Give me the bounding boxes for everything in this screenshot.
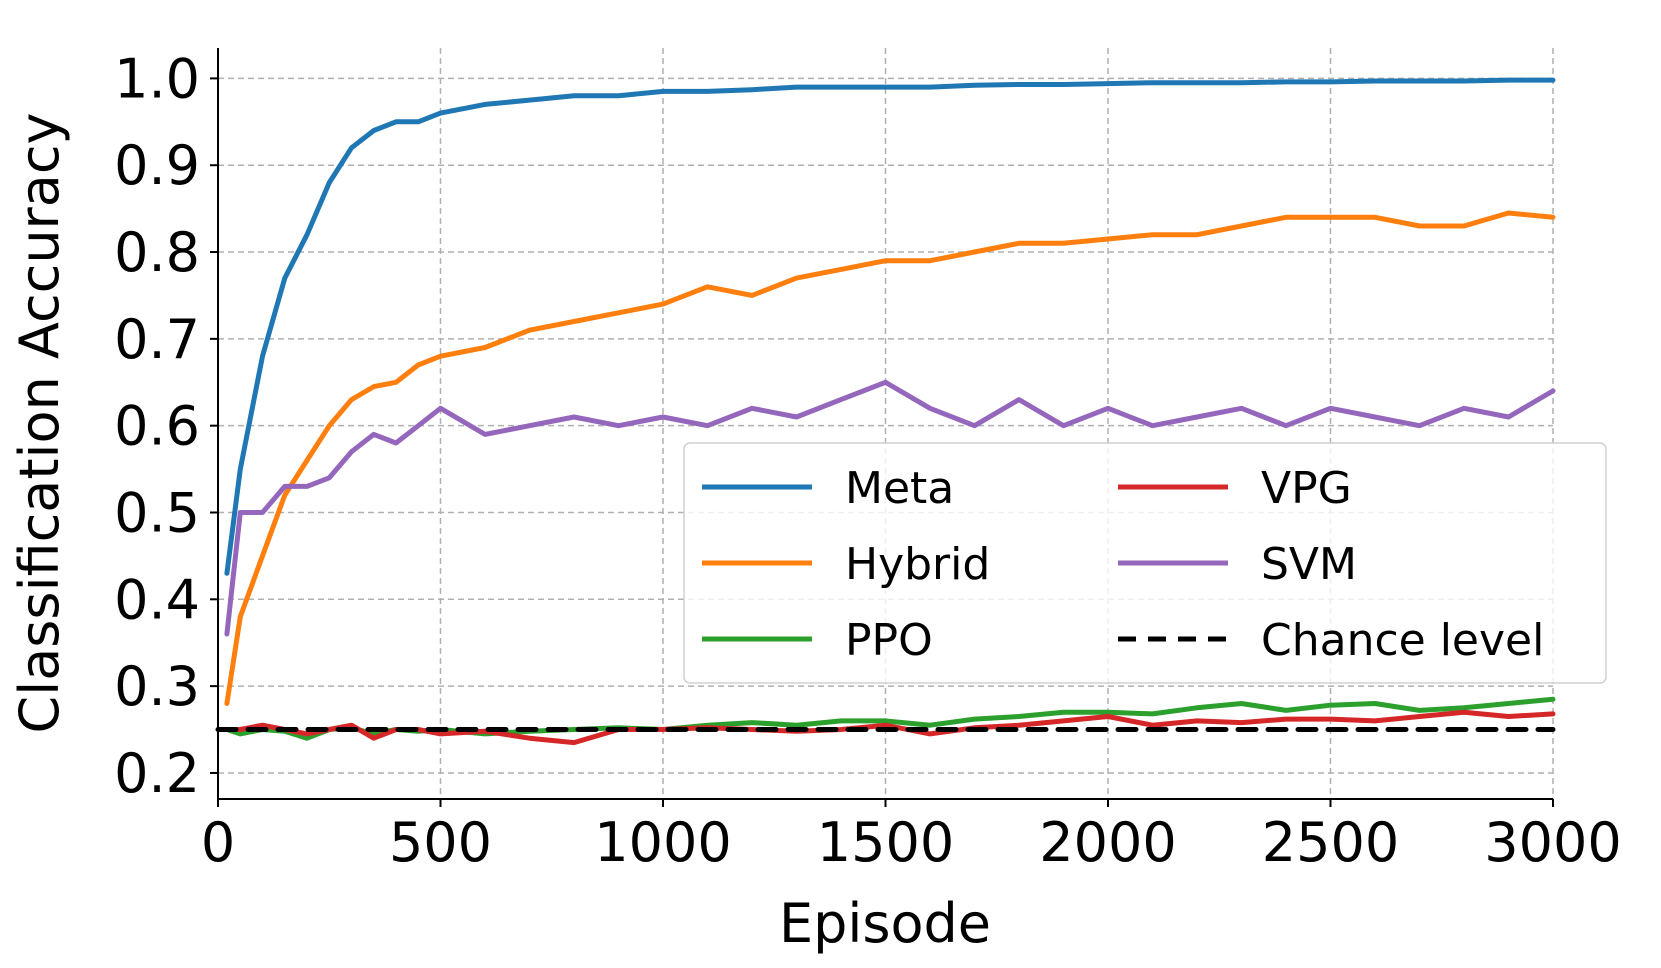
x-ticks: 0 500 1000 1500 2000 2500 3000 [201,799,1622,874]
legend-label-chance-level: Chance level [1261,615,1544,666]
x-axis-label: Episode [779,892,991,955]
x-tick-label: 2000 [1039,811,1176,874]
x-tick-label: 0 [201,811,235,874]
y-tick-label: 0.5 [114,481,200,544]
y-tick-label: 0.3 [114,655,200,718]
x-tick-label: 500 [389,811,492,874]
legend-label-hybrid: Hybrid [845,539,990,590]
legend-label-ppo: PPO [845,615,933,666]
y-ticks: 0.2 0.3 0.4 0.5 0.6 0.7 0.8 0.9 1.0 [114,47,218,805]
y-tick-label: 0.9 [114,134,200,197]
y-tick-label: 0.7 [114,308,200,371]
y-axis-label: Classification Accuracy [8,113,71,734]
series-line-hybrid [224,210,1556,706]
y-tick-label: 0.2 [114,742,200,805]
legend-label-meta: Meta [845,463,954,514]
x-tick-label: 1000 [594,811,731,874]
y-tick-label: 1.0 [114,47,200,110]
y-tick-label: 0.6 [114,395,200,458]
legend-label-vpg: VPG [1261,463,1352,514]
y-tick-label: 0.8 [114,221,200,284]
series-line-meta [224,77,1556,576]
grid [217,48,1554,799]
x-tick-label: 1500 [817,811,954,874]
series-line-svm [224,379,1556,637]
legend: Meta VPG Hybrid SVM PPO Chance level [683,442,1607,684]
x-tick-label: 2500 [1262,811,1399,874]
x-tick-label: 3000 [1484,811,1621,874]
series-lines [215,77,1556,746]
y-tick-label: 0.4 [114,568,200,631]
legend-label-svm: SVM [1261,539,1357,590]
